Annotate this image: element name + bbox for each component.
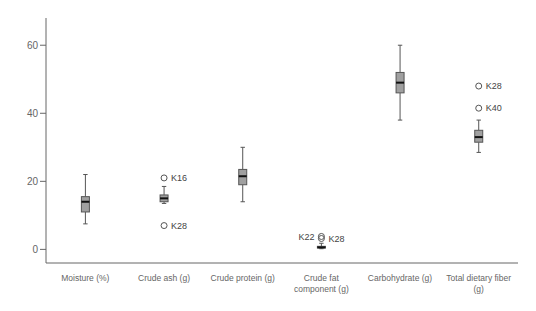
svg-text:K28: K28 xyxy=(328,234,344,244)
svg-text:Carbohydrate (g): Carbohydrate (g) xyxy=(368,273,432,283)
svg-text:40: 40 xyxy=(27,108,39,119)
svg-text:Crude protein (g): Crude protein (g) xyxy=(211,273,275,283)
svg-text:20: 20 xyxy=(27,176,39,187)
svg-text:Moisture (%): Moisture (%) xyxy=(61,273,109,283)
svg-text:Crude ash (g): Crude ash (g) xyxy=(138,273,190,283)
svg-text:60: 60 xyxy=(27,40,39,51)
svg-text:Total dietary fiber(g): Total dietary fiber(g) xyxy=(446,273,511,294)
svg-text:0: 0 xyxy=(32,244,38,255)
svg-text:K28: K28 xyxy=(486,81,502,91)
svg-text:K28: K28 xyxy=(171,221,187,231)
svg-text:K16: K16 xyxy=(171,173,187,183)
svg-text:Crude fatcomponent (g): Crude fatcomponent (g) xyxy=(294,273,349,294)
svg-text:K40: K40 xyxy=(486,103,502,113)
svg-text:K22: K22 xyxy=(298,232,314,242)
